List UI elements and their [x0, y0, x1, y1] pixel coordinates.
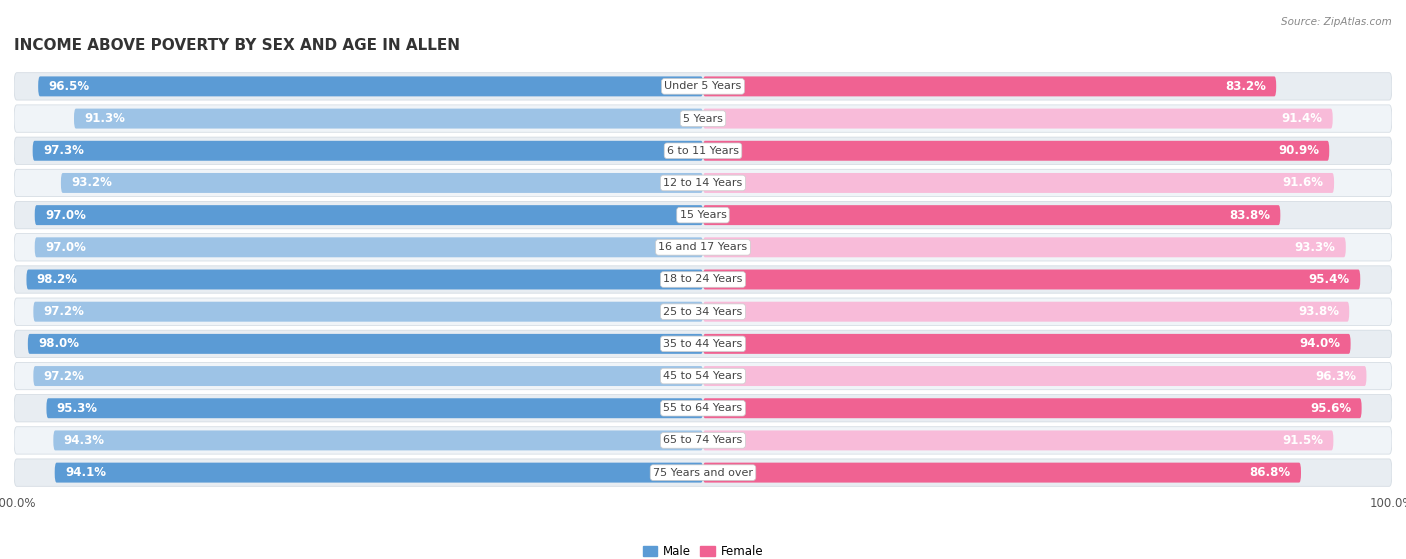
FancyBboxPatch shape	[703, 238, 1346, 257]
Text: 55 to 64 Years: 55 to 64 Years	[664, 403, 742, 413]
FancyBboxPatch shape	[27, 269, 703, 290]
Text: 75 Years and over: 75 Years and over	[652, 468, 754, 477]
FancyBboxPatch shape	[703, 141, 1329, 161]
FancyBboxPatch shape	[703, 77, 1277, 96]
Text: 65 to 74 Years: 65 to 74 Years	[664, 435, 742, 446]
FancyBboxPatch shape	[14, 105, 1392, 132]
Text: 15 Years: 15 Years	[679, 210, 727, 220]
Text: 93.3%: 93.3%	[1295, 241, 1336, 254]
Text: 93.2%: 93.2%	[72, 177, 112, 190]
Text: 35 to 44 Years: 35 to 44 Years	[664, 339, 742, 349]
FancyBboxPatch shape	[703, 463, 1301, 482]
FancyBboxPatch shape	[35, 238, 703, 257]
Text: 97.0%: 97.0%	[45, 241, 86, 254]
Text: 97.0%: 97.0%	[45, 209, 86, 221]
FancyBboxPatch shape	[14, 427, 1392, 454]
FancyBboxPatch shape	[60, 173, 703, 193]
Text: 98.2%: 98.2%	[37, 273, 77, 286]
Text: 83.2%: 83.2%	[1225, 80, 1265, 93]
Text: 12 to 14 Years: 12 to 14 Years	[664, 178, 742, 188]
FancyBboxPatch shape	[34, 366, 703, 386]
FancyBboxPatch shape	[703, 173, 1334, 193]
Text: 91.6%: 91.6%	[1282, 177, 1323, 190]
FancyBboxPatch shape	[34, 302, 703, 321]
Text: 5 Years: 5 Years	[683, 113, 723, 124]
Text: 96.3%: 96.3%	[1315, 369, 1357, 382]
Text: 94.3%: 94.3%	[63, 434, 104, 447]
Text: 83.8%: 83.8%	[1229, 209, 1270, 221]
Text: 97.2%: 97.2%	[44, 369, 84, 382]
FancyBboxPatch shape	[14, 298, 1392, 325]
Text: 97.2%: 97.2%	[44, 305, 84, 318]
FancyBboxPatch shape	[35, 205, 703, 225]
FancyBboxPatch shape	[14, 201, 1392, 229]
Text: 91.4%: 91.4%	[1281, 112, 1323, 125]
FancyBboxPatch shape	[14, 362, 1392, 390]
Text: Source: ZipAtlas.com: Source: ZipAtlas.com	[1281, 17, 1392, 27]
FancyBboxPatch shape	[14, 234, 1392, 261]
Text: 95.3%: 95.3%	[56, 402, 98, 415]
FancyBboxPatch shape	[55, 463, 703, 482]
Text: INCOME ABOVE POVERTY BY SEX AND AGE IN ALLEN: INCOME ABOVE POVERTY BY SEX AND AGE IN A…	[14, 39, 460, 54]
Text: 90.9%: 90.9%	[1278, 144, 1319, 157]
FancyBboxPatch shape	[75, 108, 703, 129]
FancyBboxPatch shape	[28, 334, 703, 354]
Text: Under 5 Years: Under 5 Years	[665, 82, 741, 91]
FancyBboxPatch shape	[38, 77, 703, 96]
Text: 95.6%: 95.6%	[1310, 402, 1351, 415]
Text: 94.1%: 94.1%	[65, 466, 105, 479]
FancyBboxPatch shape	[703, 398, 1361, 418]
Text: 97.3%: 97.3%	[44, 144, 84, 157]
Text: 45 to 54 Years: 45 to 54 Years	[664, 371, 742, 381]
Text: 98.0%: 98.0%	[38, 338, 79, 350]
FancyBboxPatch shape	[703, 430, 1333, 451]
Text: 18 to 24 Years: 18 to 24 Years	[664, 274, 742, 285]
FancyBboxPatch shape	[14, 266, 1392, 293]
FancyBboxPatch shape	[703, 269, 1360, 290]
Text: 6 to 11 Years: 6 to 11 Years	[666, 146, 740, 156]
Text: 91.5%: 91.5%	[1282, 434, 1323, 447]
FancyBboxPatch shape	[703, 205, 1281, 225]
Text: 86.8%: 86.8%	[1250, 466, 1291, 479]
FancyBboxPatch shape	[14, 137, 1392, 164]
FancyBboxPatch shape	[14, 395, 1392, 422]
FancyBboxPatch shape	[703, 108, 1333, 129]
Text: 94.0%: 94.0%	[1299, 338, 1340, 350]
Text: 93.8%: 93.8%	[1298, 305, 1339, 318]
Text: 25 to 34 Years: 25 to 34 Years	[664, 307, 742, 317]
FancyBboxPatch shape	[32, 141, 703, 161]
Legend: Male, Female: Male, Female	[638, 540, 768, 559]
FancyBboxPatch shape	[14, 73, 1392, 100]
FancyBboxPatch shape	[703, 302, 1350, 321]
Text: 16 and 17 Years: 16 and 17 Years	[658, 242, 748, 252]
Text: 91.3%: 91.3%	[84, 112, 125, 125]
Text: 96.5%: 96.5%	[48, 80, 90, 93]
FancyBboxPatch shape	[14, 169, 1392, 197]
FancyBboxPatch shape	[46, 398, 703, 418]
FancyBboxPatch shape	[53, 430, 703, 451]
FancyBboxPatch shape	[703, 366, 1367, 386]
FancyBboxPatch shape	[14, 330, 1392, 358]
Text: 95.4%: 95.4%	[1309, 273, 1350, 286]
FancyBboxPatch shape	[703, 334, 1351, 354]
FancyBboxPatch shape	[14, 459, 1392, 486]
